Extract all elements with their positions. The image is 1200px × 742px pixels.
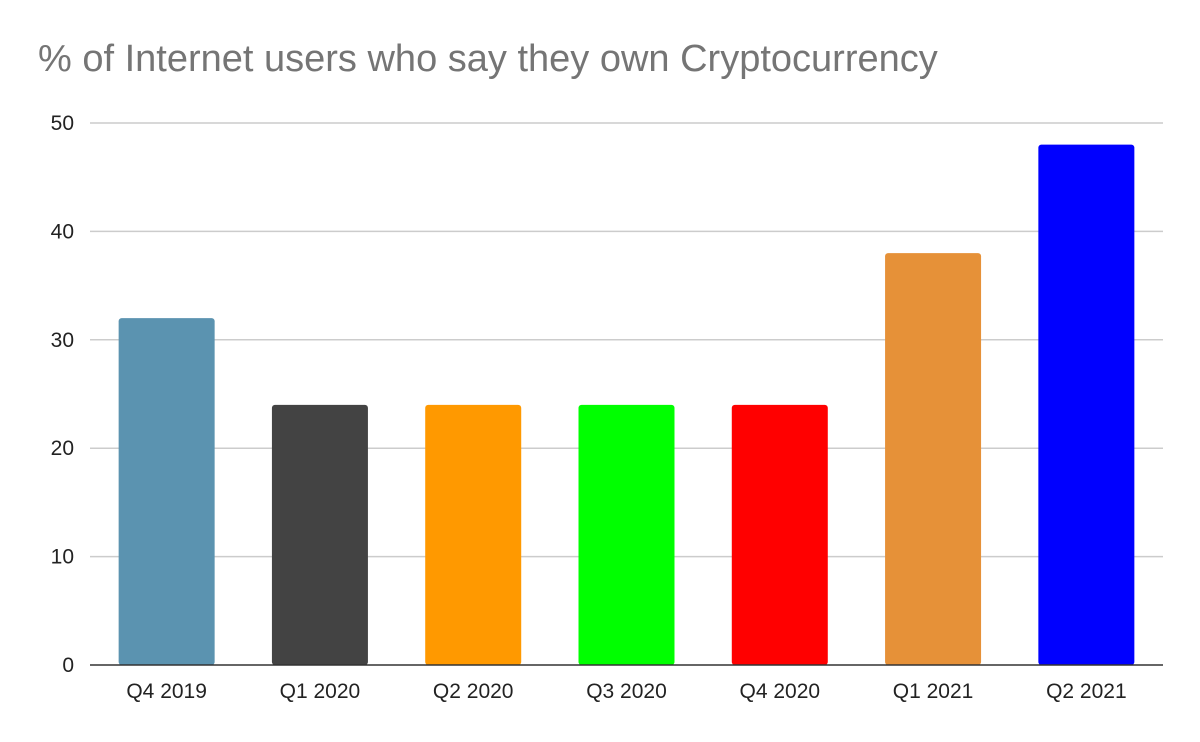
y-tick-label: 50 xyxy=(51,112,74,135)
x-tick-label: Q1 2021 xyxy=(893,680,974,703)
bar-q1-2021 xyxy=(885,253,982,665)
bars xyxy=(118,144,1135,665)
chart-title: % of Internet users who say they own Cry… xyxy=(38,38,938,80)
y-tick-label: 30 xyxy=(51,329,74,352)
y-tick-label: 20 xyxy=(51,437,74,460)
y-tick-label: 40 xyxy=(51,220,74,243)
x-tick-label: Q2 2020 xyxy=(433,680,514,703)
bar-q3-2020 xyxy=(578,404,675,665)
x-axis-ticks: Q4 2019 Q1 2020 Q2 2020 Q3 2020 Q4 2020 Q1 20… xyxy=(126,680,1126,703)
x-tick-label: Q4 2019 xyxy=(126,680,207,703)
y-axis-ticks: 0 10 20 30 40 50 xyxy=(51,112,74,677)
y-tick-label: 0 xyxy=(62,654,74,677)
y-tick-label: 10 xyxy=(51,546,74,569)
x-tick-label: Q4 2020 xyxy=(739,680,820,703)
bar-q2-2020 xyxy=(425,404,522,665)
bar-q4-2019 xyxy=(118,318,215,665)
x-tick-label: Q1 2020 xyxy=(280,680,361,703)
x-tick-label: Q2 2021 xyxy=(1046,680,1127,703)
bar-q1-2020 xyxy=(271,404,368,665)
bar-q4-2020 xyxy=(731,404,828,665)
x-tick-label: Q3 2020 xyxy=(586,680,667,703)
bar-q2-2021 xyxy=(1038,144,1135,665)
